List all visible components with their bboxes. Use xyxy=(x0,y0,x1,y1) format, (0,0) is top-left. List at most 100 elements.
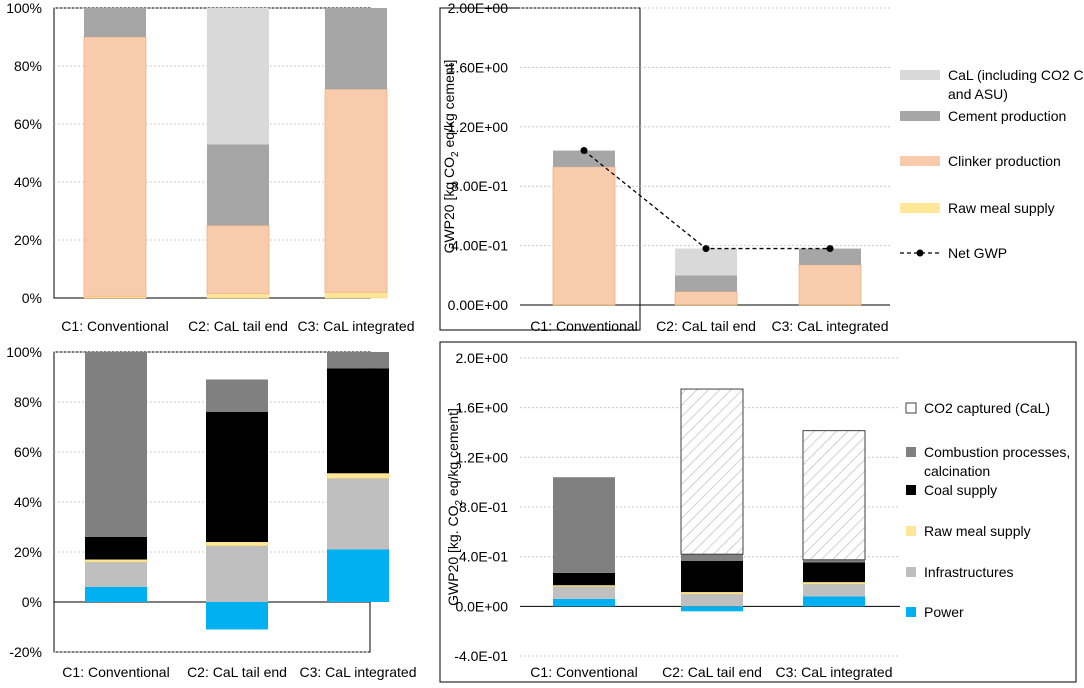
y-tick-label: 20% xyxy=(14,232,42,248)
bar-segment xyxy=(802,581,866,585)
y-axis-title-part: eq/kg cement] xyxy=(445,408,461,500)
bar-segment xyxy=(206,545,268,602)
y-axis-title: GWP20 [kg. CO2 eq/kg cement] xyxy=(445,408,465,606)
bar-segment xyxy=(553,150,615,167)
y-tick-label: 4.0E-01 xyxy=(459,549,508,565)
bar-segment xyxy=(85,562,147,587)
y-tick-label: 0% xyxy=(22,594,42,610)
bar-segment xyxy=(206,602,268,630)
legend-swatch xyxy=(900,156,940,166)
y-tick-label: 4.00E-01 xyxy=(451,238,508,254)
bar-segment xyxy=(553,477,615,573)
chart-top-left: 0% 20% 40% 60% 80% 100% C1: Conventional C2: Ca… xyxy=(6,0,414,334)
y-tick-label: 0.00E+00 xyxy=(448,297,509,313)
x-category-label: C3: CaL integrated xyxy=(300,664,417,680)
y-tick-label: 8.0E-01 xyxy=(459,499,508,515)
y-tick-label: 20% xyxy=(14,544,42,560)
bar-segment xyxy=(325,8,387,90)
x-category-label: C2: CaL tail end xyxy=(662,664,762,680)
bar-segment xyxy=(552,584,616,587)
x-category-label: C2: CaL tail end xyxy=(656,318,756,334)
bar-segment xyxy=(84,559,148,563)
y-tick-label: 2.00E+00 xyxy=(448,0,509,16)
bar-segment xyxy=(681,593,743,607)
x-category-label: C3: CaL integrated xyxy=(776,664,893,680)
chart-bottom-right: -4.0E-01 0.0E+00 4.0E-01 8.0E-01 1.2E+00 1.6E… xyxy=(439,341,1077,683)
bar-segment xyxy=(552,166,616,305)
legend-label: Infrastructures xyxy=(924,564,1013,580)
legend-label: Net GWP xyxy=(948,245,1007,261)
legend-swatch xyxy=(905,402,917,414)
y-axis-title-subscript: 2 xyxy=(450,151,461,157)
y-tick-label: 1.60E+00 xyxy=(448,59,509,75)
y-tick-label: 80% xyxy=(14,58,42,74)
y-tick-label: 0% xyxy=(22,290,42,306)
legend-label: Clinker production xyxy=(948,153,1061,169)
y-axis-title-part: eq/kg cement] xyxy=(441,60,457,152)
bar-segment xyxy=(803,559,865,563)
y-tick-label: 60% xyxy=(14,444,42,460)
bar-segment xyxy=(327,549,389,602)
bar-segment xyxy=(327,368,389,474)
y-tick-label: 0.0E+00 xyxy=(455,598,508,614)
bar-segment xyxy=(85,537,147,560)
legend-swatch xyxy=(906,607,916,617)
x-category-label: C1: Conventional xyxy=(62,664,169,680)
net-gwp-line xyxy=(583,150,830,250)
bar-segment xyxy=(85,587,147,602)
bar-segment xyxy=(680,591,744,595)
bar-segment xyxy=(206,412,268,542)
bar-segment xyxy=(680,388,744,555)
legend-label: Cement production xyxy=(948,108,1066,124)
bar-segment xyxy=(206,379,268,412)
chart-frame xyxy=(439,341,1077,683)
y-tick-label: 1.2E+00 xyxy=(455,449,508,465)
bar-segment xyxy=(674,291,738,305)
bar-segment xyxy=(83,36,147,297)
net-gwp-marker xyxy=(826,245,834,253)
y-tick-label: 60% xyxy=(14,116,42,132)
legend-swatch xyxy=(900,203,940,213)
bar-segment xyxy=(681,554,743,562)
y-tick-label: 8.00E-01 xyxy=(451,178,508,194)
bar-segment xyxy=(326,473,390,479)
x-category-label: C3: CaL integrated xyxy=(772,318,889,334)
x-category-label: C2: CaL tail end xyxy=(187,664,287,680)
x-category-label: C3: CaL integrated xyxy=(298,318,415,334)
bar-segment xyxy=(553,598,615,607)
x-category-label: C2: CaL tail end xyxy=(188,318,288,334)
bar-segment xyxy=(681,606,743,612)
x-category-label: C1: Conventional xyxy=(530,664,637,680)
legend-marker-swatch xyxy=(916,249,924,257)
bar-segment xyxy=(675,275,737,292)
y-tick-label: 40% xyxy=(14,174,42,190)
x-category-label: C1: Conventional xyxy=(61,318,168,334)
y-tick-label: 100% xyxy=(6,344,42,360)
legend-label: calcination xyxy=(924,463,990,479)
chart-top-right: 0.00E+00 4.00E-01 8.00E-01 1.20E+00 1.60E+00… xyxy=(439,0,1084,334)
bar-segment xyxy=(803,583,865,597)
legend-swatch xyxy=(906,485,916,495)
y-axis-title-subscript: 2 xyxy=(454,500,465,506)
bar-segment xyxy=(802,430,866,561)
legend-label: and ASU) xyxy=(948,86,1008,102)
bar-segment xyxy=(206,225,270,295)
bar-segment xyxy=(207,8,269,145)
legend-label: Power xyxy=(924,604,964,620)
net-gwp-marker xyxy=(702,245,710,253)
y-axis-title-part: GWP20 [kg. CO xyxy=(445,505,461,605)
bar-segment xyxy=(205,541,269,546)
legend-swatch xyxy=(906,567,916,577)
bar-segment xyxy=(803,562,865,583)
y-tick-label: 1.6E+00 xyxy=(455,400,508,416)
legend-label: CO2 captured (CaL) xyxy=(924,400,1050,416)
x-category-label: C1: Conventional xyxy=(530,318,637,334)
y-tick-label: 80% xyxy=(14,394,42,410)
bar-segment xyxy=(675,248,737,276)
legend-label: CaL (including CO2 CU xyxy=(948,67,1084,83)
bar-segment xyxy=(206,293,270,299)
bar-segment xyxy=(85,352,147,537)
bar-segment xyxy=(681,561,743,593)
y-tick-label: 2.0E+00 xyxy=(455,350,508,366)
